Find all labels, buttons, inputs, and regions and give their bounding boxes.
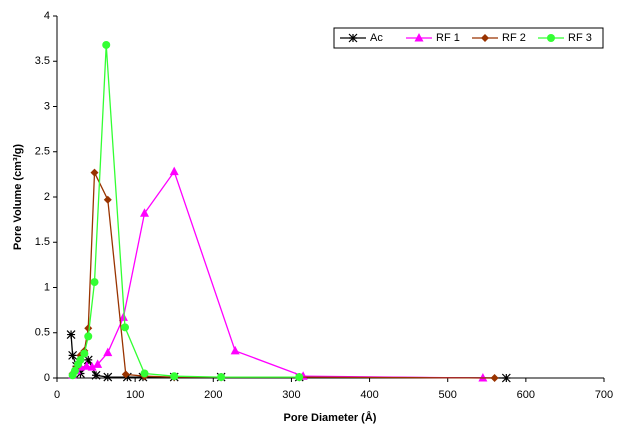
marker (84, 332, 92, 340)
legend-label: Ac (370, 32, 383, 44)
x-tick-label: 600 (517, 389, 535, 401)
marker (491, 374, 499, 382)
marker (80, 350, 88, 358)
y-tick-label: 4 (44, 10, 50, 22)
x-tick-label: 500 (439, 389, 457, 401)
marker (547, 34, 555, 42)
marker (349, 34, 357, 42)
y-tick-label: 0.5 (35, 327, 50, 339)
marker (502, 374, 510, 382)
y-tick-label: 0 (44, 372, 50, 384)
y-tick-label: 3 (44, 100, 50, 112)
marker (67, 331, 75, 339)
x-tick-label: 100 (126, 389, 144, 401)
series-line (73, 172, 483, 378)
x-tick-label: 300 (282, 389, 300, 401)
legend: Ac RF 1 RF 2 RF 3 (334, 28, 603, 48)
marker (102, 41, 110, 49)
marker (91, 169, 99, 177)
marker (121, 323, 129, 331)
marker (104, 196, 112, 204)
legend-label: RF 1 (436, 32, 460, 44)
y-tick-label: 3.5 (35, 55, 50, 67)
marker (69, 351, 77, 359)
marker (141, 369, 149, 377)
marker (103, 348, 112, 357)
marker (231, 346, 240, 355)
x-tick-label: 700 (595, 389, 613, 401)
marker (217, 373, 225, 381)
marker (295, 373, 303, 381)
marker (170, 372, 178, 380)
marker (91, 278, 99, 286)
y-tick-label: 1.5 (35, 236, 50, 248)
legend-label: RF 2 (502, 32, 526, 44)
chart: Pore Diameter (Å) Pore Volume (cm³/g) 00… (0, 0, 621, 427)
series-line (73, 173, 495, 378)
y-tick-label: 1 (44, 281, 50, 293)
x-tick-label: 200 (204, 389, 222, 401)
y-axis-title: Pore Volume (cm³/g) (12, 144, 24, 250)
x-tick-label: 400 (360, 389, 378, 401)
y-tick-label: 2.5 (35, 146, 50, 158)
marker (104, 373, 112, 381)
marker (170, 167, 179, 176)
x-tick-label: 0 (54, 389, 60, 401)
y-tick-label: 2 (44, 191, 50, 203)
series-line (73, 45, 300, 377)
marker (92, 371, 100, 379)
legend-label: RF 3 (568, 32, 592, 44)
x-axis-title: Pore Diameter (Å) (284, 411, 377, 424)
